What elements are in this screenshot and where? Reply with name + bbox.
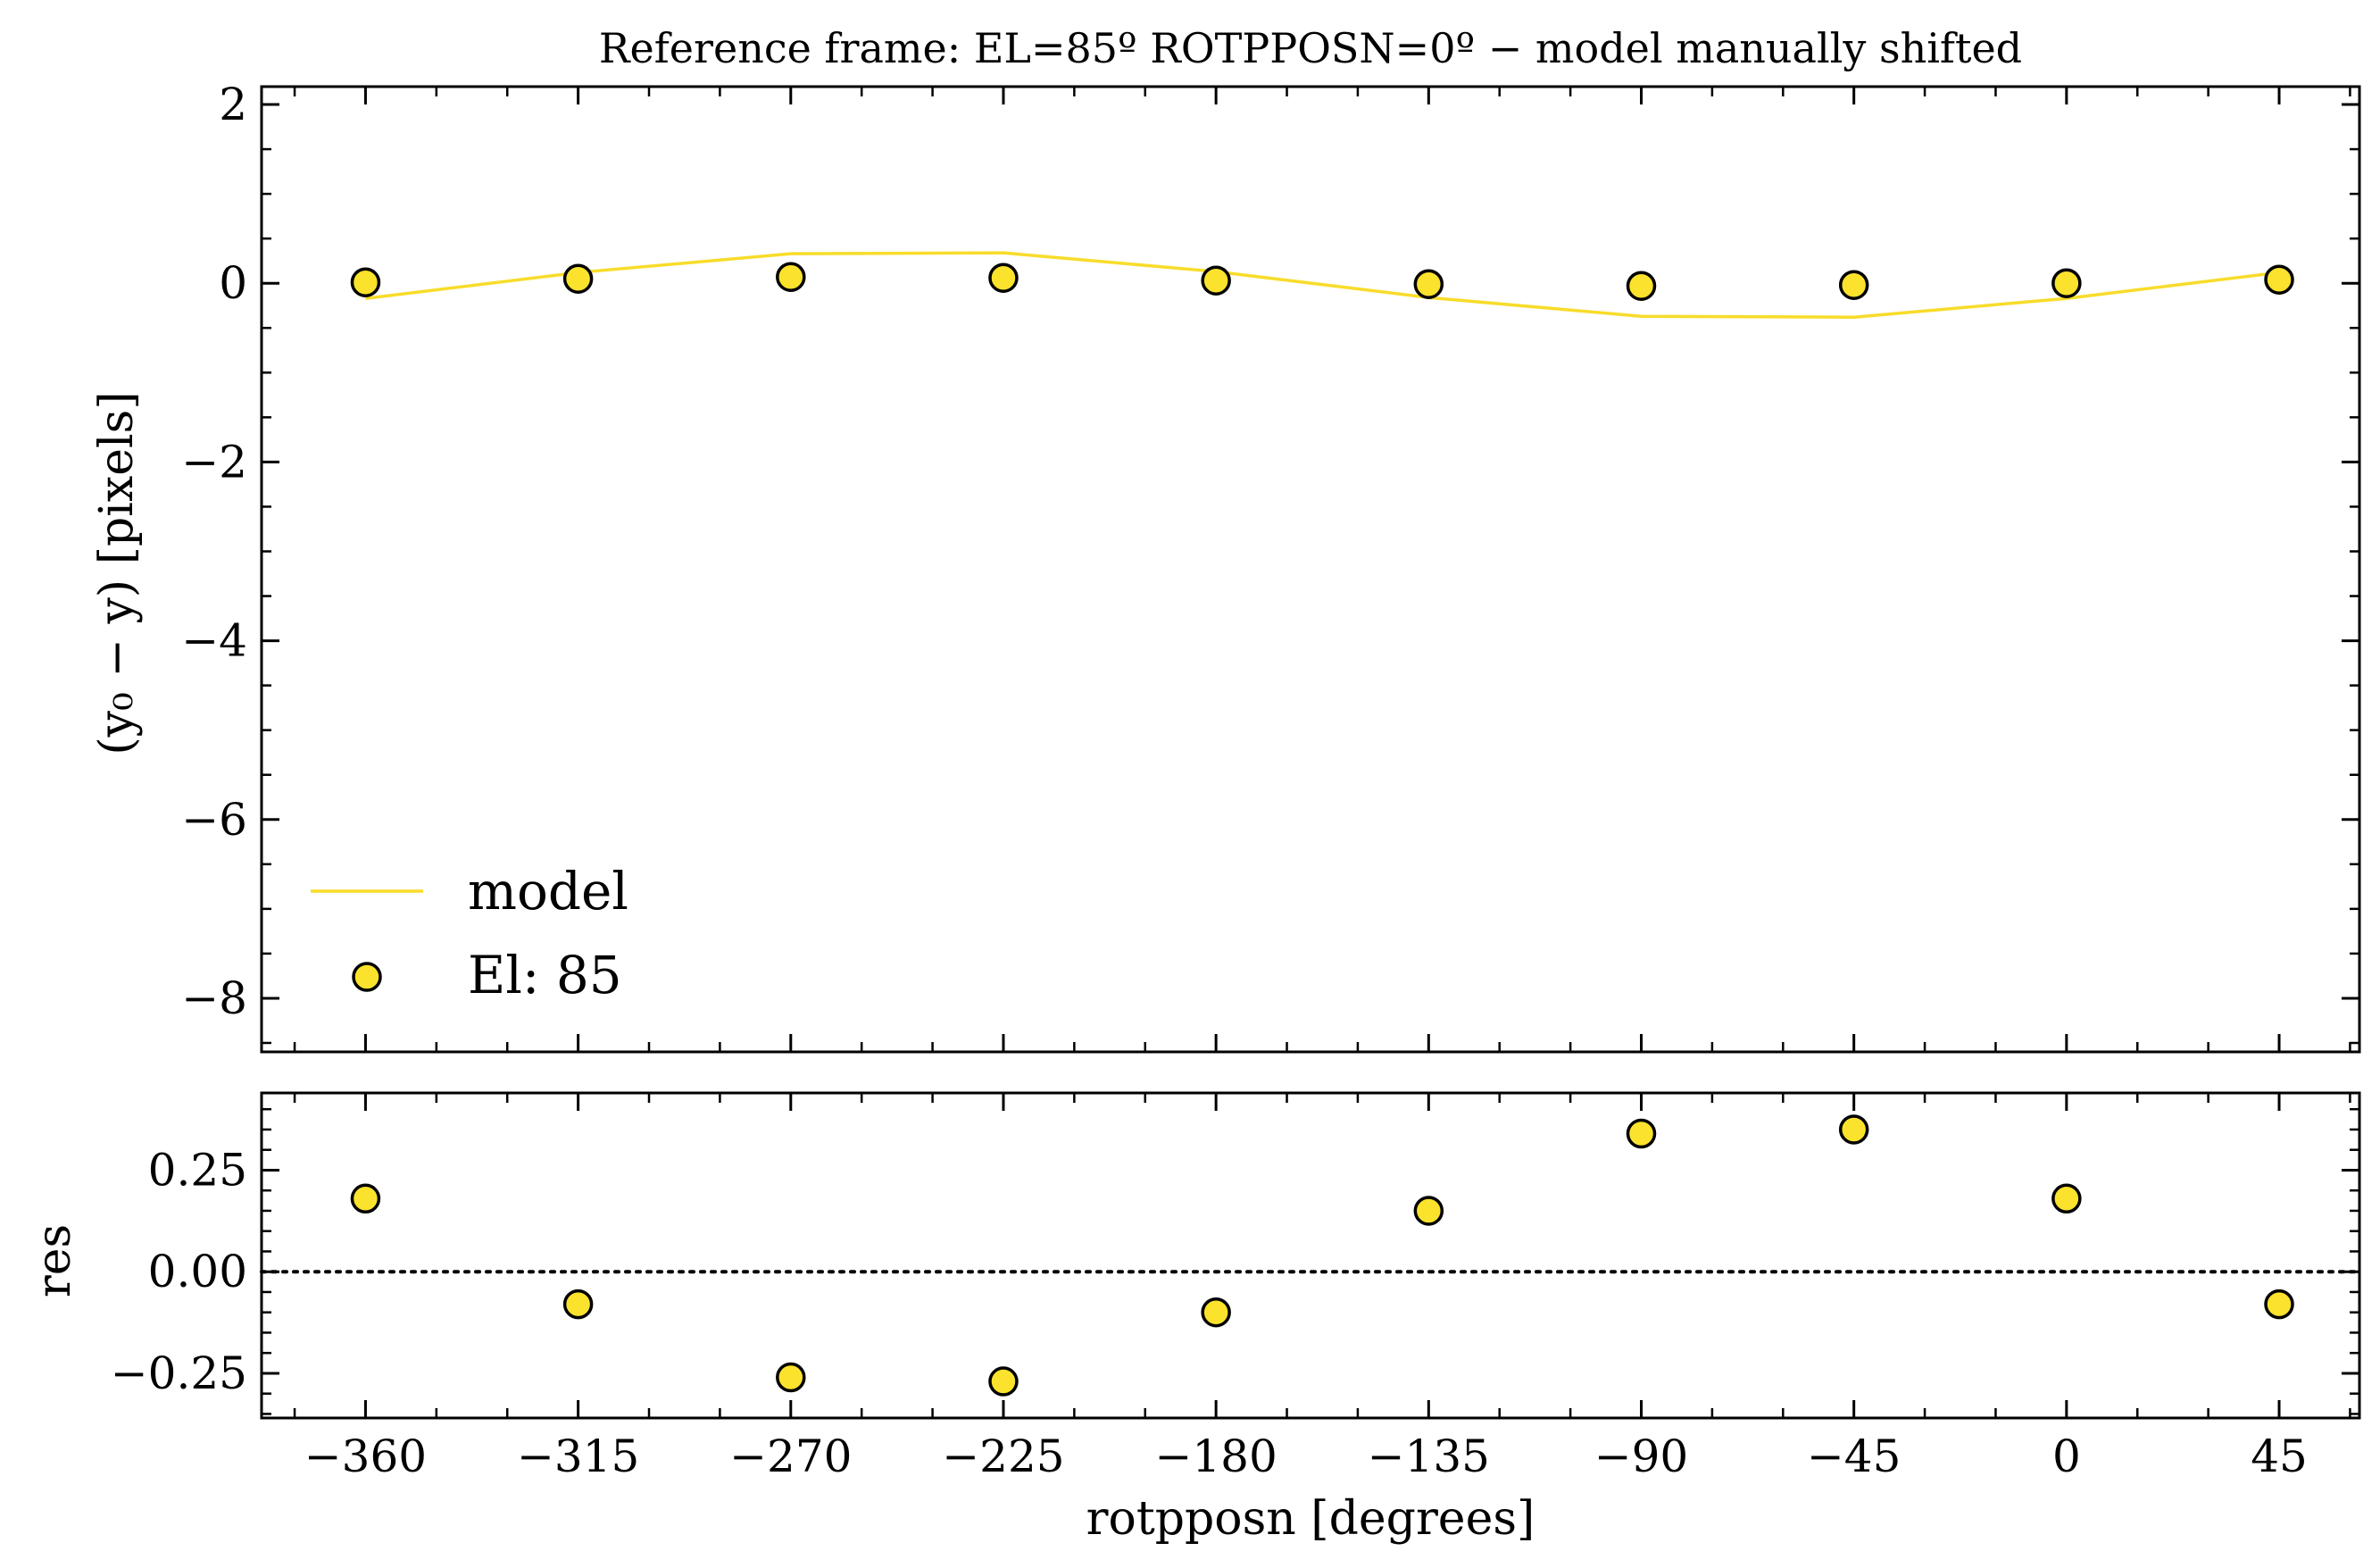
residual-point [2051,1183,2082,1214]
x-tick-label: −135 [1368,1430,1490,1482]
residual-point [776,1362,806,1393]
data-point [1838,270,1869,300]
data-point [2051,268,2082,298]
chart-title: Reference frame: EL=85º ROTPPOSN=0º − mo… [599,24,2022,72]
top-panel: 2 0 −2 −4 −6 −8 model El: 85 [181,79,2361,1054]
residual-point [988,1366,1019,1397]
residual-point [1201,1297,1231,1328]
x-tick-label: −90 [1594,1430,1689,1482]
y-tick-label: 2 [219,79,247,130]
data-point [988,263,1019,293]
data-point [1413,269,1444,299]
data-point [1626,271,1657,301]
x-tick-label: 0 [2052,1430,2081,1482]
y-tick-label: −0.25 [111,1347,247,1399]
residual-point [350,1183,381,1214]
x-tick-label: −225 [942,1430,1064,1482]
y-tick-label: 0 [219,257,247,309]
legend-el85-swatch [352,962,382,992]
bottom-panel: 0.25 0.00 −0.25 −360 −315 −270 −225 −180 −135 −90… [111,1091,2361,1482]
y-tick-label: −8 [181,972,247,1024]
plot-frame [260,85,2361,1054]
y-tick-label: −4 [181,615,247,667]
y-axis-label-top: (y₀ − y) [pixels] [90,391,144,755]
y-tick-label: 0.25 [148,1144,247,1196]
x-tick-label: −315 [517,1430,639,1482]
residual-point [1838,1114,1869,1145]
residual-point [2264,1289,2294,1320]
x-axis-label: rotpposn [degrees] [1086,1492,1535,1546]
data-point [1201,265,1231,296]
x-tick-label: −45 [1807,1430,1902,1482]
y-tick-label: −6 [181,794,247,846]
x-tick-label: −180 [1154,1430,1277,1482]
y-axis-label-bottom: res [28,1224,81,1297]
residual-point [1626,1118,1657,1149]
residual-point [1413,1196,1444,1226]
data-point [562,263,594,294]
y-tick-label: −2 [181,436,247,488]
x-tick-label: −270 [729,1430,852,1482]
plot-frame [260,1091,2361,1420]
legend-el85-label: El: 85 [468,945,622,1005]
legend: model El: 85 [311,861,628,1005]
y-tick-label: 0.00 [148,1246,247,1297]
x-tick-label: −360 [304,1430,427,1482]
legend-model-label: model [468,861,628,922]
data-point [776,262,806,292]
x-tick-label: 45 [2251,1430,2308,1482]
data-point [350,267,381,297]
model-line [365,251,2280,319]
residual-point [562,1289,594,1320]
data-point [2264,264,2294,295]
